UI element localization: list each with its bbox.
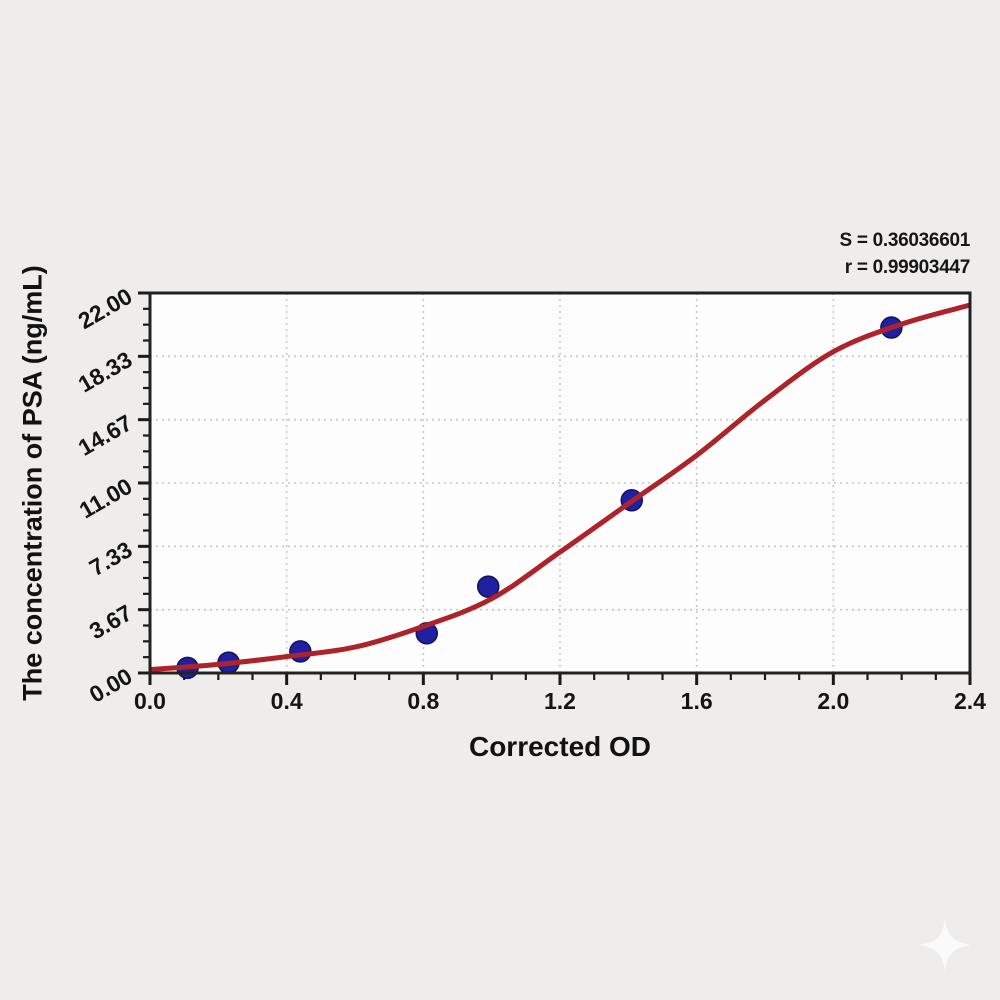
y-tick-label: 0.00	[85, 663, 137, 708]
x-tick-label: 0.4	[271, 688, 303, 714]
y-tick-label: 22.00	[74, 283, 137, 334]
fit-statistics: S = 0.36036601 r = 0.99903447	[839, 227, 970, 281]
x-tick-label: 2.0	[817, 688, 849, 714]
data-point	[289, 640, 312, 663]
y-tick-label: 7.33	[85, 536, 137, 581]
x-tick-label: 0.8	[407, 688, 439, 714]
x-axis-title: Corrected OD	[468, 731, 652, 762]
data-point	[477, 575, 500, 598]
y-tick-label: 3.67	[85, 599, 137, 644]
y-tick-label: 11.00	[75, 473, 137, 524]
plot-border	[148, 291, 972, 675]
y-axis-title: The concentration of PSA (ng/mL)	[17, 265, 48, 701]
fit-statistic-s: S = 0.36036601	[839, 230, 970, 251]
x-tick-label: 0.0	[134, 688, 166, 714]
x-tick-label: 1.6	[681, 688, 713, 714]
y-tick-label: 14.67	[74, 409, 137, 460]
y-tick-label: 18.33	[74, 346, 137, 397]
fit-statistic-r: r = 0.99903447	[844, 257, 971, 278]
fit-curve	[150, 302, 970, 673]
sparkle-watermark-icon	[917, 917, 973, 973]
x-tick-label: 1.2	[544, 688, 576, 714]
four-point-star-icon	[919, 919, 971, 971]
x-tick-label: 2.4	[954, 688, 986, 714]
